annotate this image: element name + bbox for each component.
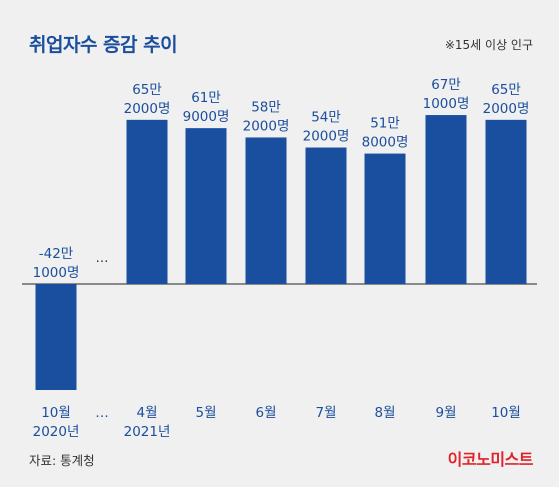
brand-logo: 이코노미스트 (447, 450, 534, 469)
chart-title: 취업자수 증감 추이 (29, 34, 178, 56)
gap-marker-1: … (96, 251, 109, 266)
data-label-0: -42만 1000명 (33, 246, 80, 281)
x-tick-label-4: 6월 (255, 405, 276, 421)
bar-8 (485, 119, 527, 285)
x-tick-label-6: 8월 (374, 405, 395, 421)
x-tick-label-3: 5월 (195, 405, 216, 421)
data-label-5: 54만 2000명 (303, 110, 350, 145)
bar-0 (35, 284, 77, 390)
bar-2 (126, 119, 168, 285)
data-label-4: 58만 2000명 (243, 99, 290, 134)
bar-6 (364, 153, 406, 284)
bar-5 (305, 147, 347, 284)
x-tick-label-8: 10월 (491, 405, 521, 421)
data-label-6: 51만 8000명 (362, 116, 409, 151)
x-tick-label-7: 9월 (435, 405, 456, 421)
source-label: 자료: 통계청 (29, 453, 95, 468)
data-label-2: 65만 2000명 (124, 82, 171, 117)
population-note: ※15세 이상 인구 (444, 38, 533, 52)
x-tick-label-2: 4월 2021년 (124, 405, 171, 440)
data-label-3: 61만 9000명 (183, 90, 230, 125)
bar-4 (245, 137, 287, 284)
x-tick-label-1: … (95, 405, 109, 421)
x-tick-label-0: 10월 2020년 (33, 405, 80, 440)
data-label-7: 67만 1000명 (423, 77, 470, 112)
bar-7 (425, 115, 467, 285)
data-label-8: 65만 2000명 (483, 82, 530, 117)
x-tick-label-5: 7월 (315, 405, 336, 421)
bar-3 (185, 128, 227, 284)
